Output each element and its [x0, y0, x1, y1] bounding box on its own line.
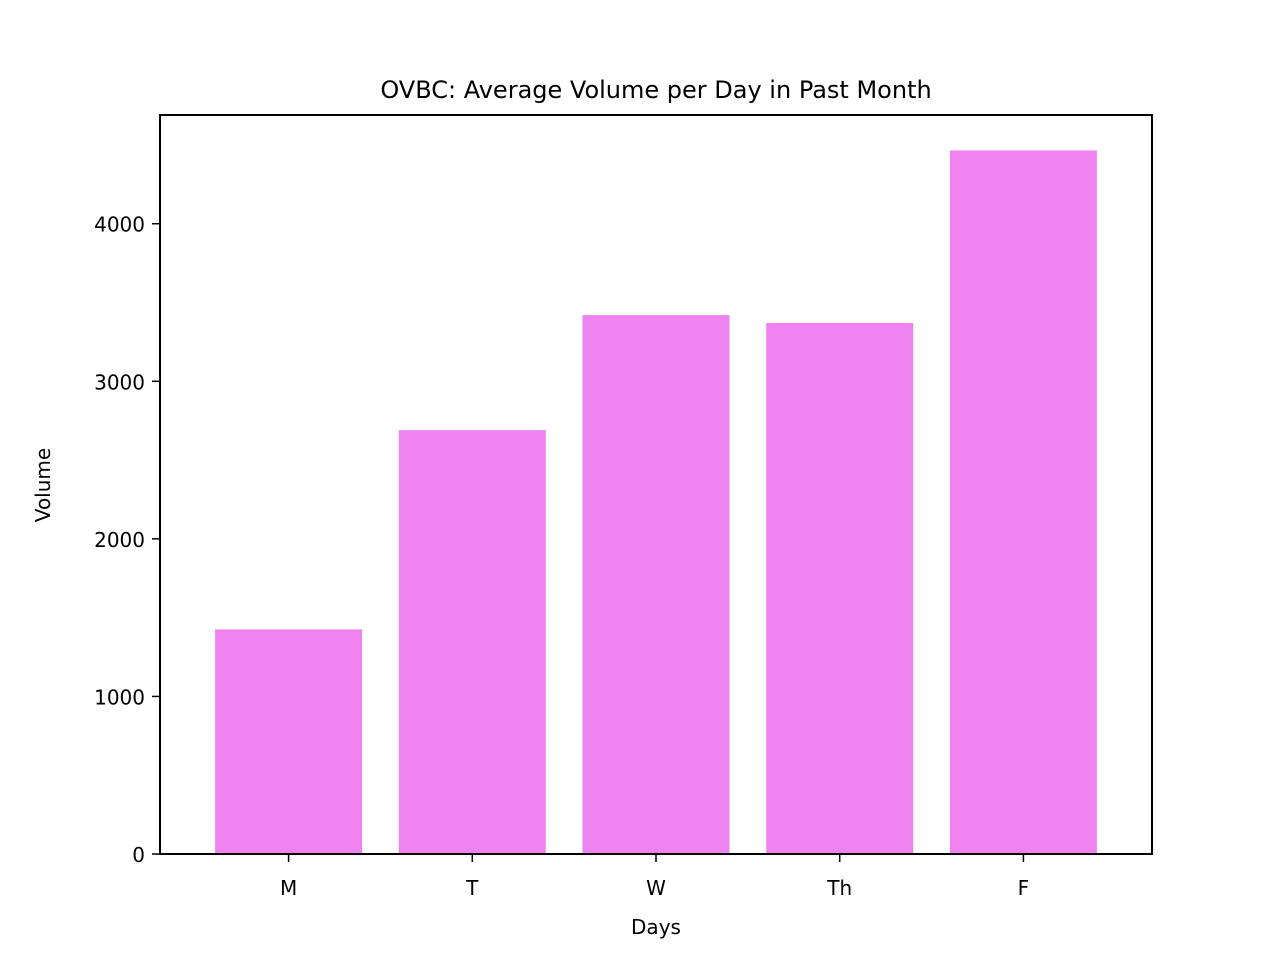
x-tick-label: M	[280, 876, 297, 900]
y-axis: 0 1000 2000 3000 4000	[94, 213, 160, 867]
bars-group	[215, 150, 1097, 854]
bar-f	[949, 150, 1097, 854]
bar-w	[582, 315, 730, 854]
y-tick-label: 2000	[94, 528, 145, 552]
y-axis-label: Volume	[31, 448, 55, 522]
chart-title: OVBC: Average Volume per Day in Past Mon…	[380, 76, 931, 104]
plot-frame	[159, 114, 1153, 855]
x-axis-label: Days	[631, 915, 681, 939]
y-tick-label: 0	[132, 843, 145, 867]
x-tick-label: F	[1018, 876, 1030, 900]
y-tick-label: 3000	[94, 370, 145, 394]
x-axis: M T W Th F	[280, 854, 1029, 900]
bar-m	[215, 629, 363, 854]
y-tick-label: 4000	[94, 213, 145, 237]
y-tick-label: 1000	[94, 685, 145, 709]
bar-th	[766, 322, 914, 854]
x-tick-label: Th	[826, 876, 852, 900]
x-tick-label: W	[646, 876, 666, 900]
x-tick-label: T	[465, 876, 479, 900]
bar-t	[398, 430, 546, 854]
